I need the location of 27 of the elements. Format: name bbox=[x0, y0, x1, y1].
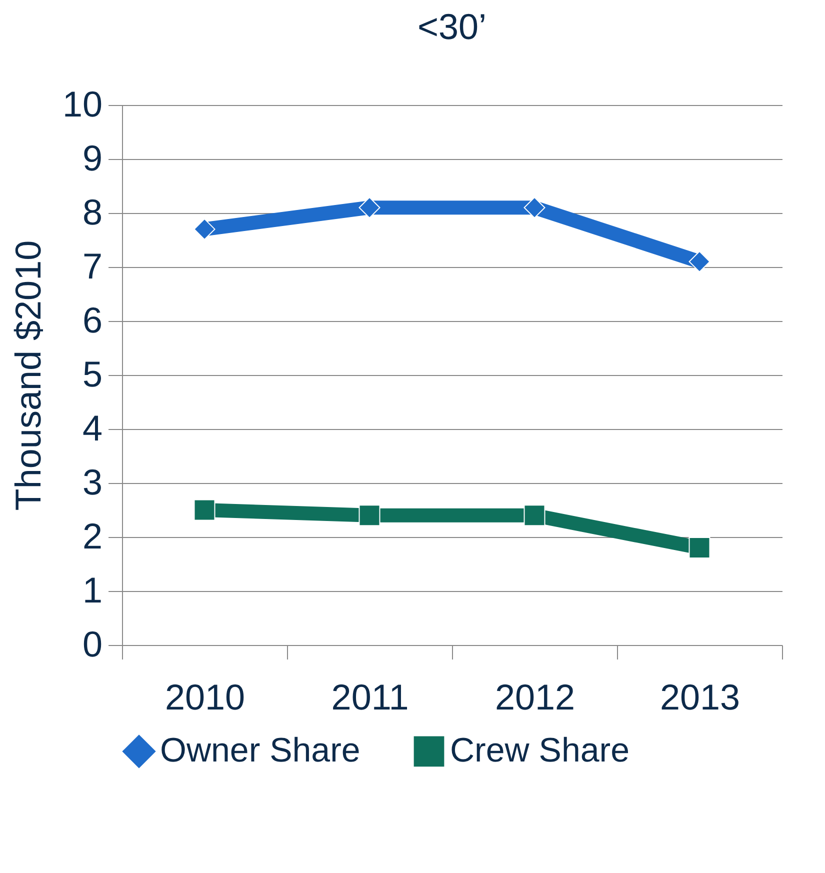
x-tick-label: 2013 bbox=[660, 676, 740, 718]
y-tick-label: 1 bbox=[82, 570, 102, 610]
y-tick-label: 2 bbox=[82, 516, 102, 556]
x-tick-label: 2010 bbox=[164, 676, 246, 718]
point bbox=[194, 499, 216, 521]
chart-title: <30’ bbox=[417, 6, 487, 47]
y-tick-label: 6 bbox=[82, 300, 102, 340]
y-tick-label: 4 bbox=[82, 408, 102, 448]
x-tick-label: 2011 bbox=[331, 676, 409, 718]
point bbox=[688, 250, 710, 272]
point bbox=[358, 196, 380, 218]
point bbox=[524, 196, 546, 218]
y-tick-label: 5 bbox=[82, 354, 102, 394]
legend-label: Owner Share bbox=[160, 731, 360, 770]
y-tick-label: 7 bbox=[82, 246, 102, 286]
point bbox=[688, 537, 710, 559]
x-tick-label: 2012 bbox=[494, 676, 576, 718]
y-axis-title: Thousand $2010 bbox=[7, 240, 48, 511]
point bbox=[358, 504, 380, 526]
y-tick-label: 10 bbox=[62, 84, 102, 124]
point bbox=[194, 218, 216, 240]
y-tick-label: 3 bbox=[82, 462, 102, 502]
legend-label: Crew Share bbox=[450, 731, 630, 770]
y-tick-label: 8 bbox=[82, 192, 102, 232]
point bbox=[524, 504, 546, 526]
y-tick-label: 9 bbox=[82, 138, 102, 178]
y-tick-label: 0 bbox=[82, 624, 102, 664]
